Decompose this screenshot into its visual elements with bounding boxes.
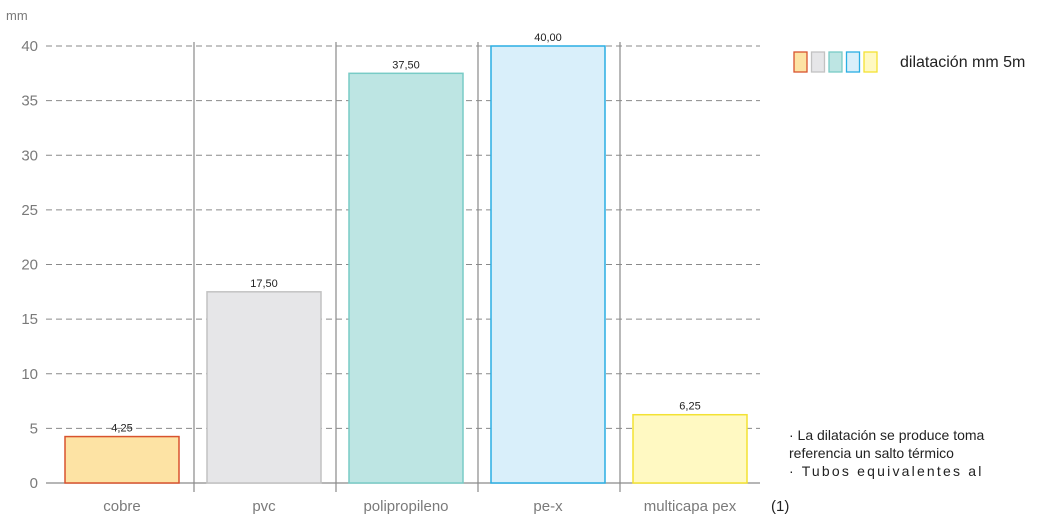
y-tick-label: 10: [21, 366, 38, 383]
category-label: cobre: [103, 498, 141, 515]
value-label: 6,25: [679, 401, 700, 413]
y-tick-label: 20: [21, 257, 38, 274]
legend-swatch: [828, 51, 843, 73]
bar-cobre: [64, 435, 180, 484]
bar-multicapa-pex: [632, 413, 748, 484]
value-labels: 4,25 17,50 37,50 40,00 6,25: [111, 32, 700, 435]
y-tick-label: 40: [21, 38, 38, 55]
footnote-marker: (1): [771, 498, 789, 515]
y-tick-label: 0: [30, 475, 38, 492]
y-tick-label: 15: [21, 311, 38, 328]
note-line-3: · Tubos equivalentes al: [789, 463, 984, 479]
value-label: 4,25: [111, 423, 132, 435]
bars: [64, 45, 748, 484]
value-label: 17,50: [250, 278, 278, 290]
legend-swatches: [793, 51, 878, 73]
value-label: 40,00: [534, 32, 562, 44]
note-line-1: · La dilatación se produce toma: [789, 427, 985, 443]
bar-pvc: [206, 291, 322, 484]
legend: dilatación mm 5m: [793, 51, 1025, 73]
legend-label: dilatación mm 5m: [900, 54, 1025, 71]
value-label: 37,50: [392, 59, 420, 71]
bar-polipropileno: [348, 72, 464, 484]
category-label: multicapa pex: [644, 498, 737, 515]
y-tick-labels: 0 5 10 15 20 25 30 35 40: [21, 38, 38, 492]
category-labels: cobre pvc polipropileno pe-x multicapa pex: [103, 498, 737, 515]
y-unit-label: mm: [6, 8, 28, 23]
legend-swatch: [863, 51, 878, 73]
legend-swatch: [793, 51, 808, 73]
bar-pe-x: [490, 45, 606, 484]
y-tick-label: 30: [21, 147, 38, 164]
y-tick-label: 35: [21, 93, 38, 110]
legend-swatch: [845, 51, 861, 73]
note-line-2: referencia un salto térmico: [789, 445, 954, 461]
category-label: pe-x: [533, 498, 563, 515]
y-tick-label: 5: [30, 420, 38, 437]
notes: · La dilatación se produce toma referenc…: [789, 427, 985, 479]
category-label: polipropileno: [363, 498, 448, 515]
y-tick-label: 25: [21, 202, 38, 219]
legend-swatch: [810, 51, 826, 73]
category-label: pvc: [252, 498, 276, 515]
